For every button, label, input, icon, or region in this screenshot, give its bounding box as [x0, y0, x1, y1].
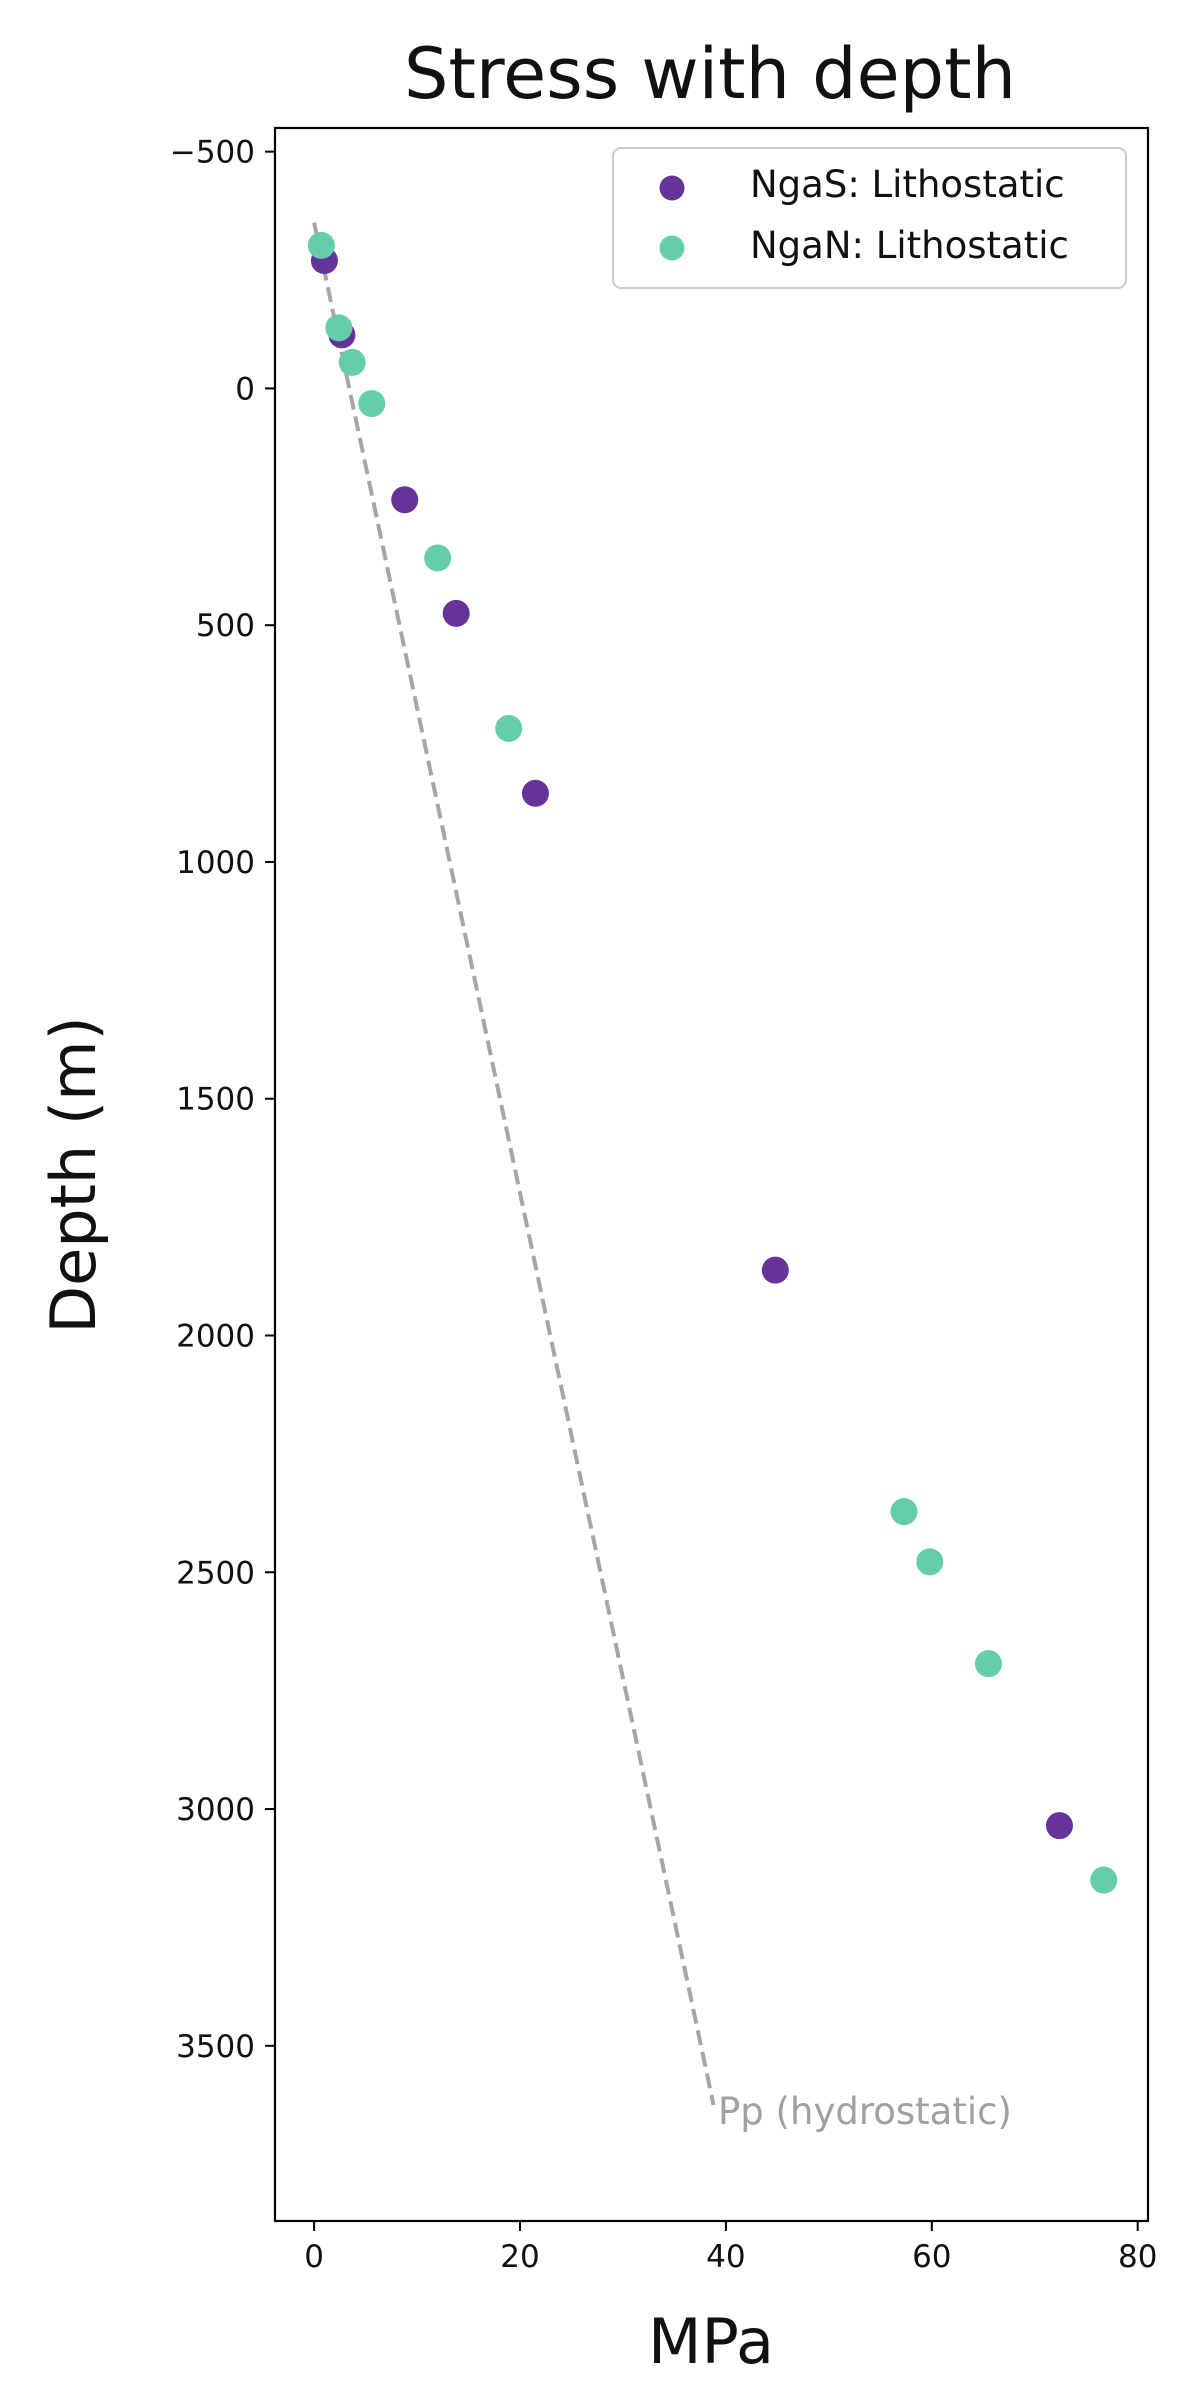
legend-label-ngan: NgaN: Lithostatic: [750, 224, 1069, 267]
point-ngas-2: [391, 486, 419, 514]
point-ngas-4: [521, 779, 549, 807]
hydrostatic-annotation: Pp (hydrostatic): [718, 2090, 1012, 2133]
axes-frame: [273, 126, 1150, 2223]
legend-box: [612, 147, 1127, 289]
y-tick-label: 3500: [176, 2029, 255, 2065]
x-axis-label: MPa: [648, 2305, 774, 2378]
point-ngan-9: [1090, 1866, 1118, 1894]
y-tick-label: 1500: [176, 1082, 255, 1118]
hydrostatic-line: [312, 222, 716, 2106]
y-tick-label: 3000: [176, 1792, 255, 1828]
point-ngan-6: [890, 1498, 918, 1526]
x-tick-label: 20: [500, 2239, 539, 2275]
x-tick-label: 80: [1118, 2239, 1157, 2275]
y-tick-label: −500: [170, 135, 255, 171]
plot-area: [273, 126, 1150, 2223]
point-ngas-5: [761, 1256, 789, 1284]
scatter-points-layer: [307, 231, 1118, 1894]
reference-line-layer: [312, 222, 716, 2106]
x-axis-ticks: 0 20 40 60 80: [304, 2221, 1157, 2275]
legend-marker-ngan: [659, 235, 685, 261]
y-axis-ticks: −500 0 500 1000 1500 2000 2500 3000 3500: [170, 135, 275, 2065]
y-tick-label: 500: [196, 608, 255, 644]
x-tick-label: 60: [912, 2239, 951, 2275]
point-ngan-5: [495, 714, 523, 742]
legend-marker-ngas: [659, 175, 685, 201]
y-tick-label: 0: [235, 371, 255, 407]
point-ngan-4: [424, 544, 452, 572]
x-tick-label: 0: [304, 2239, 324, 2275]
y-tick-label: 2500: [176, 1555, 255, 1591]
point-ngan-2: [338, 348, 366, 376]
point-ngas-6: [1045, 1812, 1073, 1840]
y-axis-label: Depth (m): [37, 1016, 110, 1333]
legend: NgaS: Lithostatic NgaN: Lithostatic: [612, 147, 1127, 289]
y-tick-label: 2000: [176, 1319, 255, 1355]
point-ngan-3: [358, 390, 386, 418]
point-ngan-8: [974, 1650, 1002, 1678]
y-tick-label: 1000: [176, 845, 255, 881]
point-ngas-3: [442, 599, 470, 627]
point-ngan-7: [916, 1548, 944, 1576]
point-ngan-1: [325, 314, 353, 342]
point-ngan-0: [307, 231, 335, 259]
legend-label-ngas: NgaS: Lithostatic: [750, 163, 1065, 206]
x-tick-label: 40: [706, 2239, 745, 2275]
chart-title: Stress with depth: [404, 33, 1016, 115]
